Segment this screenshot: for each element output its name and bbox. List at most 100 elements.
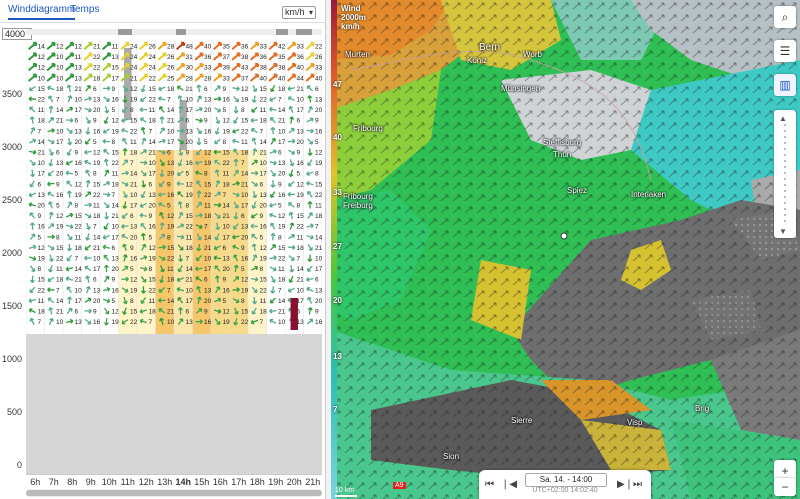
wind-arrow <box>232 138 240 144</box>
wind-arrow <box>177 95 183 103</box>
wind-arrow <box>306 223 314 229</box>
layers-button[interactable]: ☰ <box>774 40 796 62</box>
wind-map[interactable]: Wind 2000m km/h 47 40 33 27 20 13 7 Murt… <box>331 0 800 499</box>
hour-label[interactable]: 7h <box>48 477 59 487</box>
wind-speed-label: 10 <box>130 192 138 199</box>
zoom-in-button[interactable]: + <box>774 460 796 482</box>
wind-speed-label: 21 <box>185 277 193 284</box>
panel-divider[interactable] <box>325 0 332 499</box>
place-label: Sierre <box>511 416 533 425</box>
legend-title-line: 2000m <box>341 13 366 22</box>
tab-winddiagramm[interactable]: Winddiagramm <box>8 4 76 20</box>
hour-label[interactable]: 11h <box>120 477 135 487</box>
diagram-button[interactable]: ▥ <box>774 74 796 96</box>
wind-arrow <box>65 212 74 218</box>
place-label: Köniz <box>467 56 488 65</box>
wind-arrow <box>177 244 184 251</box>
hour-label[interactable]: 21h <box>305 477 321 487</box>
zoom-track[interactable] <box>784 124 786 224</box>
wind-arrow <box>140 117 147 123</box>
hour-label[interactable]: 16h <box>212 477 228 487</box>
wind-speed-label: 21 <box>148 150 156 157</box>
wind-speed-label: 20 <box>74 139 82 146</box>
wind-arrow <box>214 127 220 135</box>
wind-speed-label: 6 <box>111 245 115 252</box>
wind-speed-label: 19 <box>185 192 193 199</box>
horizontal-scrollbar[interactable] <box>26 489 322 497</box>
wind-speed-label: 12 <box>56 213 64 220</box>
wind-arrow <box>121 118 129 123</box>
wind-arrow <box>232 128 240 134</box>
hour-label[interactable]: 15h <box>194 477 210 487</box>
wind-arrow <box>140 297 147 304</box>
wind-speed-label: 8 <box>296 203 300 210</box>
time-display[interactable]: Sa. 14. - 14:00 <box>525 473 607 487</box>
wind-speed-label: 5 <box>37 234 41 241</box>
wind-speed-label: 22 <box>130 319 138 326</box>
wind-arrow <box>195 118 203 123</box>
skip-forward-icon[interactable]: ⏭ <box>633 479 642 490</box>
wind-arrow <box>269 308 277 314</box>
wind-arrow <box>251 159 258 166</box>
wind-arrow <box>122 201 128 209</box>
wind-diagram-panel: Winddiagramm Temps km/h▾ 4000 ▾ 3500 3000 2… <box>0 0 327 499</box>
wind-arrow <box>28 73 38 82</box>
hour-label[interactable]: 20h <box>286 477 302 487</box>
wind-speed-label: 13 <box>111 256 119 263</box>
wind-speed-label: 22 <box>315 192 322 199</box>
wind-arrow <box>305 41 315 50</box>
wind-arrow <box>288 255 295 261</box>
hour-label[interactable]: 18h <box>249 477 265 487</box>
skip-back-icon[interactable]: ⏮ <box>485 479 494 490</box>
wind-arrow <box>140 276 147 283</box>
wind-arrow <box>270 244 276 251</box>
wind-arrow <box>139 255 148 260</box>
wind-arrow <box>270 137 276 145</box>
wind-arrow <box>288 211 294 220</box>
wind-arrow <box>122 137 128 145</box>
wind-arrow <box>269 266 277 272</box>
unit-select[interactable]: km/h ▾ <box>282 6 316 19</box>
search-button[interactable]: ⌕ <box>774 6 796 28</box>
wind-arrow <box>102 192 111 198</box>
wind-speed-label: 14 <box>185 266 193 273</box>
hour-label[interactable]: 14h <box>175 477 191 487</box>
wind-arrow <box>102 138 111 144</box>
zoom-out-button[interactable]: − <box>774 478 796 496</box>
wind-speed-label: 17 <box>74 298 82 305</box>
wind-arrow <box>270 222 276 230</box>
wind-arrow <box>288 127 295 134</box>
wind-arrow <box>84 308 92 314</box>
hour-label[interactable]: 12h <box>138 477 154 487</box>
high-wind-marker <box>290 298 298 330</box>
wind-arrow <box>28 52 38 61</box>
hour-label[interactable]: 9h <box>85 477 96 487</box>
zoom-slider[interactable]: ▲ ▼ <box>774 110 796 238</box>
wind-arrow <box>269 116 276 124</box>
wind-arrow <box>233 148 239 156</box>
hour-label[interactable]: 10h <box>101 477 117 487</box>
wind-arrow <box>270 126 276 135</box>
wind-arrow <box>305 73 315 82</box>
step-back-icon[interactable]: ❘◀ <box>501 479 518 490</box>
step-forward-icon[interactable]: ▶❘ <box>617 479 634 490</box>
wind-arrow <box>233 106 239 114</box>
wind-arrow <box>104 169 110 177</box>
wind-arrow <box>121 287 129 293</box>
tab-temps[interactable]: Temps <box>70 4 100 15</box>
scrollbar-thumb[interactable] <box>26 490 322 496</box>
chevron-down-icon[interactable]: ▼ <box>779 227 787 236</box>
hour-label[interactable]: 17h <box>231 477 247 487</box>
wind-speed-label: 10 <box>296 287 304 294</box>
hour-label[interactable]: 8h <box>67 477 78 487</box>
wind-speed-label: 14 <box>130 171 138 178</box>
wind-arrow <box>30 127 36 135</box>
wind-speed-label: 21 <box>315 245 322 252</box>
hour-label[interactable]: 13h <box>157 477 173 487</box>
hour-label[interactable]: 6h <box>30 477 41 487</box>
wind-speed-label: 9 <box>148 213 152 220</box>
wind-speed-label: 43 <box>241 65 249 72</box>
hour-label[interactable]: 19h <box>268 477 284 487</box>
chevron-up-icon[interactable]: ▲ <box>779 114 787 123</box>
wind-speed-label: 6 <box>130 213 134 220</box>
